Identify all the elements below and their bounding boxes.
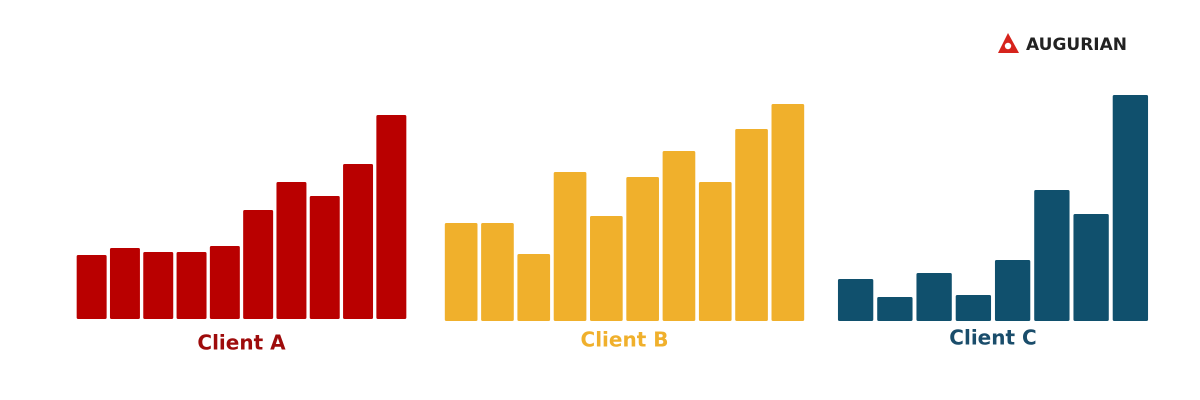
chart-title: Client B [581,328,669,352]
bar [76,255,107,319]
bar [143,252,174,319]
bar [1073,214,1109,321]
bar [109,248,140,319]
bar [309,196,340,319]
bar [553,172,587,321]
bar [916,273,952,321]
bar [1112,95,1149,321]
bar [517,254,551,321]
bar [837,279,874,321]
bar [698,182,732,321]
chart-title: Client C [949,326,1036,350]
bar [955,295,992,321]
bar [481,223,514,321]
logo: AUGURIAN [998,33,1127,55]
bar [376,115,407,319]
bar [243,210,274,319]
bar [626,177,659,321]
bar [590,216,623,321]
bar [176,252,207,319]
bar [209,246,240,319]
bar [735,129,768,321]
bar [444,223,478,321]
bar [662,151,696,321]
chart-title: Client A [197,331,286,355]
bar [1034,190,1070,321]
logo-text: AUGURIAN [1026,35,1127,55]
bar [771,104,805,321]
bar [994,260,1031,321]
bar [343,164,374,319]
bar [276,182,307,319]
bar [877,297,913,321]
logo-icon-dot [1004,42,1012,50]
